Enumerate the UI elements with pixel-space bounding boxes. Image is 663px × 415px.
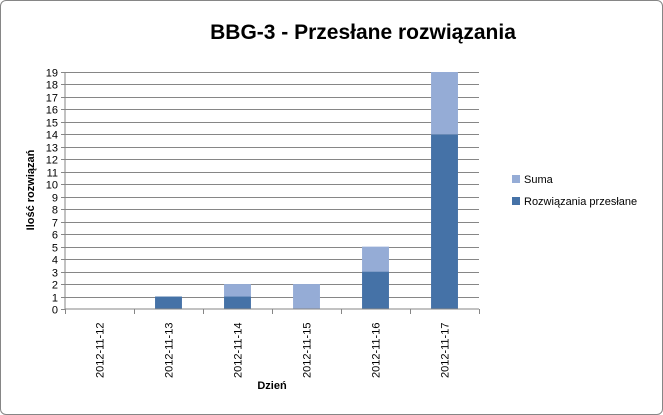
x-tick-labels: 2012-11-12 2012-11-13 2012-11-14 2012-11-15…: [95, 323, 452, 378]
bar-segment-rozwiazania-przeslane: [155, 296, 182, 309]
x-tick-label: 2012-11-14: [233, 323, 245, 378]
y-tick-label: 5: [52, 243, 58, 255]
y-tick-label: 13: [46, 143, 58, 155]
y-tick-label: 15: [46, 118, 58, 130]
bars: [155, 72, 458, 309]
y-tick-label: 3: [52, 268, 58, 280]
gridlines: [61, 72, 480, 314]
y-tick-label: 9: [52, 193, 58, 205]
y-tick-label: 2: [52, 280, 58, 292]
legend-swatch-rozwiazania-przeslane: [512, 197, 520, 205]
y-tick-label: 12: [46, 155, 58, 167]
x-tick-label: 2012-11-16: [371, 323, 383, 378]
x-tick-label: 2012-11-12: [95, 323, 107, 378]
y-tick-label: 1: [52, 293, 58, 305]
chart-title: BBG-3 - Przesłane rozwiązania: [210, 21, 516, 44]
y-tick-label: 17: [46, 93, 58, 105]
y-tick-label: 6: [52, 230, 58, 242]
y-axis-title: Ilość rozwiązań: [25, 149, 37, 230]
bar-segment-rozwiazania-przeslane: [431, 134, 458, 309]
bar-segment-suma: [293, 284, 320, 309]
y-tick-label: 10: [46, 180, 58, 192]
y-tick-label: 14: [46, 130, 58, 142]
y-tick-label: 7: [52, 218, 58, 230]
bar-segment-rozwiazania-przeslane: [362, 271, 389, 309]
x-tick-label: 2012-11-13: [164, 323, 176, 378]
legend-label-rozwiazania-przeslane: Rozwiązania przesłane: [524, 196, 637, 208]
x-tick-label: 2012-11-15: [302, 323, 314, 378]
y-tick-label: 0: [52, 305, 58, 317]
y-tick-label: 18: [46, 80, 58, 92]
y-tick-label: 19: [46, 68, 58, 80]
bar-segment-suma: [431, 72, 458, 135]
y-tick-label: 4: [52, 255, 58, 267]
x-tick-label: 2012-11-17: [440, 323, 452, 378]
bar-segment-rozwiazania-przeslane: [224, 296, 251, 309]
x-axis-title: Dzień: [257, 380, 287, 392]
legend-label-suma: Suma: [524, 174, 554, 186]
y-tick-label: 11: [47, 168, 58, 180]
bar-segment-suma: [224, 284, 251, 297]
legend-swatch-suma: [512, 175, 520, 183]
bar-segment-suma: [362, 246, 389, 272]
y-tick-label: 16: [46, 105, 58, 117]
legend: Suma Rozwiązania przesłane: [512, 174, 637, 208]
y-tick-label: 8: [52, 205, 58, 217]
